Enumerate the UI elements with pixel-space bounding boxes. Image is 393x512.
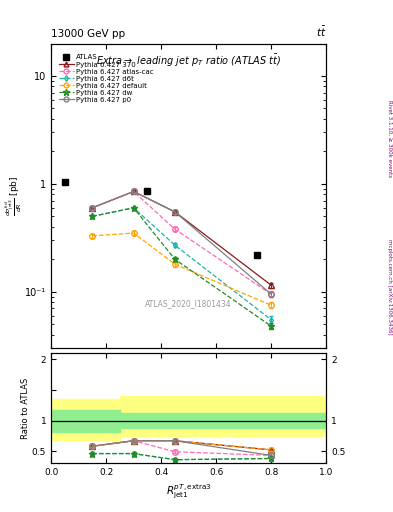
Pythia 6.427 dw: [131, 205, 136, 211]
Pythia 6.427 370: [90, 205, 95, 211]
Pythia 6.427 d6t: [173, 242, 177, 248]
Text: Extra$\rightarrow$ leading jet $p_T$ ratio (ATLAS $t\bar{t}$): Extra$\rightarrow$ leading jet $p_T$ rat…: [96, 53, 281, 69]
Line: Pythia 6.427 default: Pythia 6.427 default: [90, 230, 274, 308]
Pythia 6.427 default: [269, 302, 274, 308]
Pythia 6.427 default: [90, 233, 95, 239]
Pythia 6.427 p0: [173, 209, 177, 215]
Text: $t\bar{t}$: $t\bar{t}$: [316, 25, 326, 39]
Y-axis label: Ratio to ATLAS: Ratio to ATLAS: [22, 378, 31, 439]
Text: 13000 GeV pp: 13000 GeV pp: [51, 29, 125, 39]
Pythia 6.427 dw: [90, 214, 95, 220]
Pythia 6.427 atlas-cac: [269, 291, 274, 297]
Pythia 6.427 p0: [269, 291, 274, 297]
Line: Pythia 6.427 dw: Pythia 6.427 dw: [89, 204, 275, 330]
Text: Rivet 3.1.10, ≥ 300k events: Rivet 3.1.10, ≥ 300k events: [387, 100, 392, 177]
Line: Pythia 6.427 d6t: Pythia 6.427 d6t: [90, 206, 273, 322]
Pythia 6.427 370: [173, 209, 177, 215]
Text: mcplots.cern.ch [arXiv:1306.3436]: mcplots.cern.ch [arXiv:1306.3436]: [387, 239, 392, 334]
Pythia 6.427 d6t: [131, 205, 136, 211]
Pythia 6.427 atlas-cac: [173, 226, 177, 232]
Pythia 6.427 default: [173, 261, 177, 267]
Line: Pythia 6.427 370: Pythia 6.427 370: [90, 189, 274, 288]
Legend: ATLAS, Pythia 6.427 370, Pythia 6.427 atlas-cac, Pythia 6.427 d6t, Pythia 6.427 : ATLAS, Pythia 6.427 370, Pythia 6.427 at…: [57, 53, 155, 104]
Pythia 6.427 d6t: [269, 317, 274, 323]
Pythia 6.427 default: [131, 230, 136, 236]
Line: Pythia 6.427 p0: Pythia 6.427 p0: [90, 189, 274, 297]
Pythia 6.427 p0: [90, 205, 95, 211]
Pythia 6.427 p0: [131, 188, 136, 195]
Pythia 6.427 atlas-cac: [131, 188, 136, 195]
Pythia 6.427 370: [269, 282, 274, 288]
Pythia 6.427 dw: [173, 256, 177, 262]
Pythia 6.427 atlas-cac: [90, 205, 95, 211]
Pythia 6.427 dw: [269, 323, 274, 329]
Y-axis label: $\frac{d\sigma_\mathrm{jet3}^\mathrm{fid}}{dR}$ [pb]: $\frac{d\sigma_\mathrm{jet3}^\mathrm{fid…: [3, 176, 24, 216]
X-axis label: $R_\mathrm{jet1}^{pT,\mathrm{extra3}}$: $R_\mathrm{jet1}^{pT,\mathrm{extra3}}$: [166, 483, 211, 501]
Pythia 6.427 d6t: [90, 214, 95, 220]
Line: Pythia 6.427 atlas-cac: Pythia 6.427 atlas-cac: [90, 189, 274, 297]
Text: ATLAS_2020_I1801434: ATLAS_2020_I1801434: [145, 300, 232, 309]
Pythia 6.427 370: [131, 188, 136, 195]
